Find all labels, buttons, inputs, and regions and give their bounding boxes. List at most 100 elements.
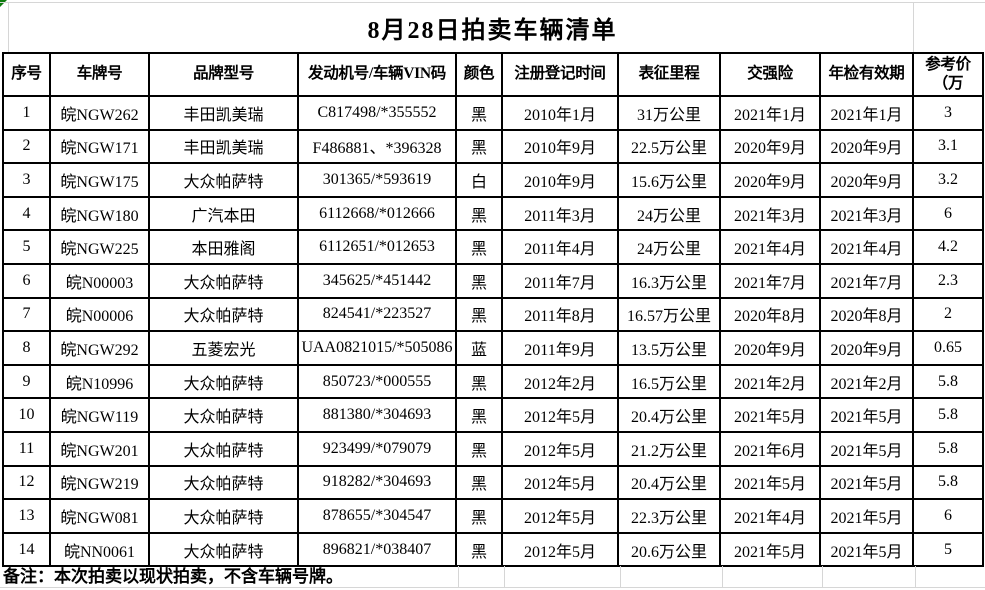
cell-reg-date: 2012年5月 — [501, 464, 619, 501]
cell-price: 3.2 — [912, 162, 984, 198]
cell-engine-vin: F486881、*396328 — [297, 128, 457, 165]
table-row: 9 皖N10996 大众帕萨特 850723/*000555 黑 2012年2月… — [2, 363, 984, 400]
column-header-seq: 序号 — [2, 52, 51, 97]
column-header-brand: 品牌型号 — [148, 52, 299, 97]
cell-price: 2 — [912, 296, 984, 333]
cell-mileage: 16.5万公里 — [617, 363, 721, 400]
cell-mileage: 20.4万公里 — [617, 464, 721, 501]
cell-mileage: 16.3万公里 — [617, 262, 721, 299]
cell-plate: 皖NGW262 — [49, 95, 150, 131]
cell-brand: 丰田凯美瑞 — [148, 95, 299, 131]
cell-inspection: 2021年2月 — [819, 363, 914, 400]
cell-price: 5.8 — [912, 464, 984, 501]
cell-color: 黑 — [455, 95, 503, 131]
cell-reg-date: 2011年8月 — [501, 296, 619, 333]
cell-inspection: 2021年5月 — [819, 464, 914, 501]
cell-plate: 皖NN0061 — [49, 531, 150, 568]
cell-price: 2.3 — [912, 262, 984, 299]
table-row: 2 皖NGW171 丰田凯美瑞 F486881、*396328 黑 2010年9… — [2, 128, 984, 165]
cell-insurance: 2021年5月 — [719, 531, 821, 568]
cell-brand: 大众帕萨特 — [148, 162, 299, 198]
cell-color: 黑 — [455, 229, 503, 265]
cell-seq: 13 — [2, 498, 51, 534]
cell-insurance: 2021年1月 — [719, 95, 821, 131]
cell-inspection: 2020年9月 — [819, 128, 914, 165]
cell-brand: 大众帕萨特 — [148, 296, 299, 333]
cell-color: 黑 — [455, 363, 503, 400]
cell-engine-vin: 896821/*038407 — [297, 531, 457, 568]
cell-insurance: 2021年5月 — [719, 464, 821, 501]
gridline — [458, 566, 459, 587]
cell-seq: 8 — [2, 330, 51, 366]
cell-engine-vin: 345625/*451442 — [297, 262, 457, 299]
gridline — [8, 2, 9, 52]
column-header-engine-vin: 发动机号/车辆VIN码 — [297, 52, 457, 97]
table-row: 11 皖NGW201 大众帕萨特 923499/*079079 黑 2012年5… — [2, 430, 984, 467]
footer-note-strip: 备注：本次拍卖以现状拍卖，不含车辆号牌。 — [0, 566, 985, 588]
cell-insurance: 2020年9月 — [719, 330, 821, 366]
cell-seq: 3 — [2, 162, 51, 198]
cell-inspection: 2020年8月 — [819, 296, 914, 333]
cell-engine-vin: 6112668/*012666 — [297, 195, 457, 232]
cell-plate: 皖NGW219 — [49, 464, 150, 501]
table-row: 7 皖N00006 大众帕萨特 824541/*223527 黑 2011年8月… — [2, 296, 984, 333]
cell-insurance: 2021年6月 — [719, 430, 821, 467]
table-row: 8 皖NGW292 五菱宏光 UAA0821015/*505086 蓝 2011… — [2, 330, 984, 366]
cell-price: 5.8 — [912, 397, 984, 433]
cell-seq: 9 — [2, 363, 51, 400]
title-bar: 8月28日拍卖车辆清单 — [0, 0, 985, 52]
cell-price: 5 — [912, 531, 984, 568]
cell-brand: 丰田凯美瑞 — [148, 128, 299, 165]
cell-color: 黑 — [455, 128, 503, 165]
cell-insurance: 2020年9月 — [719, 128, 821, 165]
cell-engine-vin: 6112651/*012653 — [297, 229, 457, 265]
cell-plate: 皖NGW201 — [49, 430, 150, 467]
cell-reg-date: 2012年5月 — [501, 531, 619, 568]
cell-color: 黑 — [455, 195, 503, 232]
cell-engine-vin: 918282/*304693 — [297, 464, 457, 501]
gridline — [504, 566, 505, 587]
cell-mileage: 22.3万公里 — [617, 498, 721, 534]
cell-plate: 皖NGW171 — [49, 128, 150, 165]
cell-brand: 大众帕萨特 — [148, 262, 299, 299]
auction-table: 序号 车牌号 品牌型号 发动机号/车辆VIN码 颜色 注册登记时间 表征里程 交… — [2, 52, 984, 568]
footer-note: 备注：本次拍卖以现状拍卖，不含车辆号牌。 — [3, 567, 343, 586]
gridline — [915, 566, 916, 587]
table-row: 1 皖NGW262 丰田凯美瑞 C817498/*355552 黑 2010年1… — [2, 95, 984, 131]
cell-reg-date: 2012年5月 — [501, 397, 619, 433]
gridline — [722, 566, 723, 587]
cell-reg-date: 2011年7月 — [501, 262, 619, 299]
cell-mileage: 22.5万公里 — [617, 128, 721, 165]
cell-color: 黑 — [455, 262, 503, 299]
cell-brand: 大众帕萨特 — [148, 363, 299, 400]
column-header-reg-date: 注册登记时间 — [501, 52, 619, 97]
cell-plate: 皖NGW225 — [49, 229, 150, 265]
column-header-mileage: 表征里程 — [617, 52, 721, 97]
cell-mileage: 13.5万公里 — [617, 330, 721, 366]
cell-brand: 大众帕萨特 — [148, 498, 299, 534]
cell-plate: 皖N10996 — [49, 363, 150, 400]
column-header-inspection: 年检有效期 — [819, 52, 914, 97]
header-row: 序号 车牌号 品牌型号 发动机号/车辆VIN码 颜色 注册登记时间 表征里程 交… — [2, 52, 984, 97]
cell-seq: 4 — [2, 195, 51, 232]
cell-brand: 大众帕萨特 — [148, 531, 299, 568]
cell-engine-vin: 301365/*593619 — [297, 162, 457, 198]
cell-insurance: 2021年7月 — [719, 262, 821, 299]
column-header-plate: 车牌号 — [49, 52, 150, 97]
cell-plate: 皖NGW119 — [49, 397, 150, 433]
cell-plate: 皖N00003 — [49, 262, 150, 299]
cell-engine-vin: 923499/*079079 — [297, 430, 457, 467]
cell-plate: 皖NGW081 — [49, 498, 150, 534]
gridline — [913, 2, 914, 52]
gridline — [822, 566, 823, 587]
cell-price: 5.8 — [912, 363, 984, 400]
cell-price: 6 — [912, 498, 984, 534]
cell-mileage: 31万公里 — [617, 95, 721, 131]
column-header-insurance: 交强险 — [719, 52, 821, 97]
cell-inspection: 2021年3月 — [819, 195, 914, 232]
cell-insurance: 2021年4月 — [719, 498, 821, 534]
cell-mileage: 20.6万公里 — [617, 531, 721, 568]
cell-mileage: 20.4万公里 — [617, 397, 721, 433]
cell-seq: 10 — [2, 397, 51, 433]
